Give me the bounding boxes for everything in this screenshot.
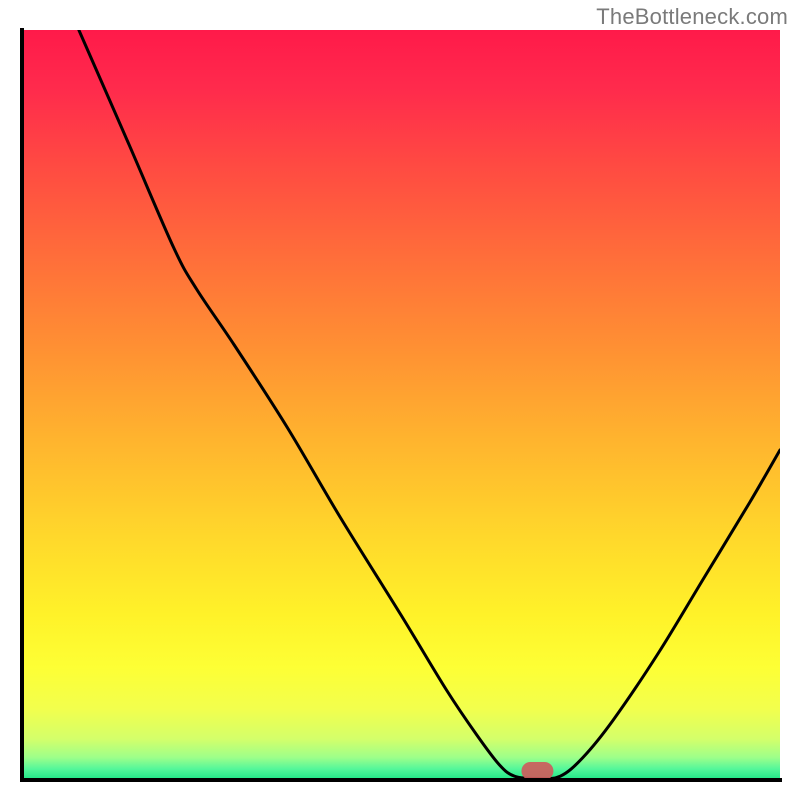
watermark-text: TheBottleneck.com xyxy=(596,4,788,30)
chart-container: TheBottleneck.com xyxy=(0,0,800,800)
plot-area xyxy=(22,30,780,780)
optimal-marker xyxy=(521,762,553,780)
gradient-background xyxy=(22,30,780,780)
bottleneck-chart xyxy=(0,0,800,800)
